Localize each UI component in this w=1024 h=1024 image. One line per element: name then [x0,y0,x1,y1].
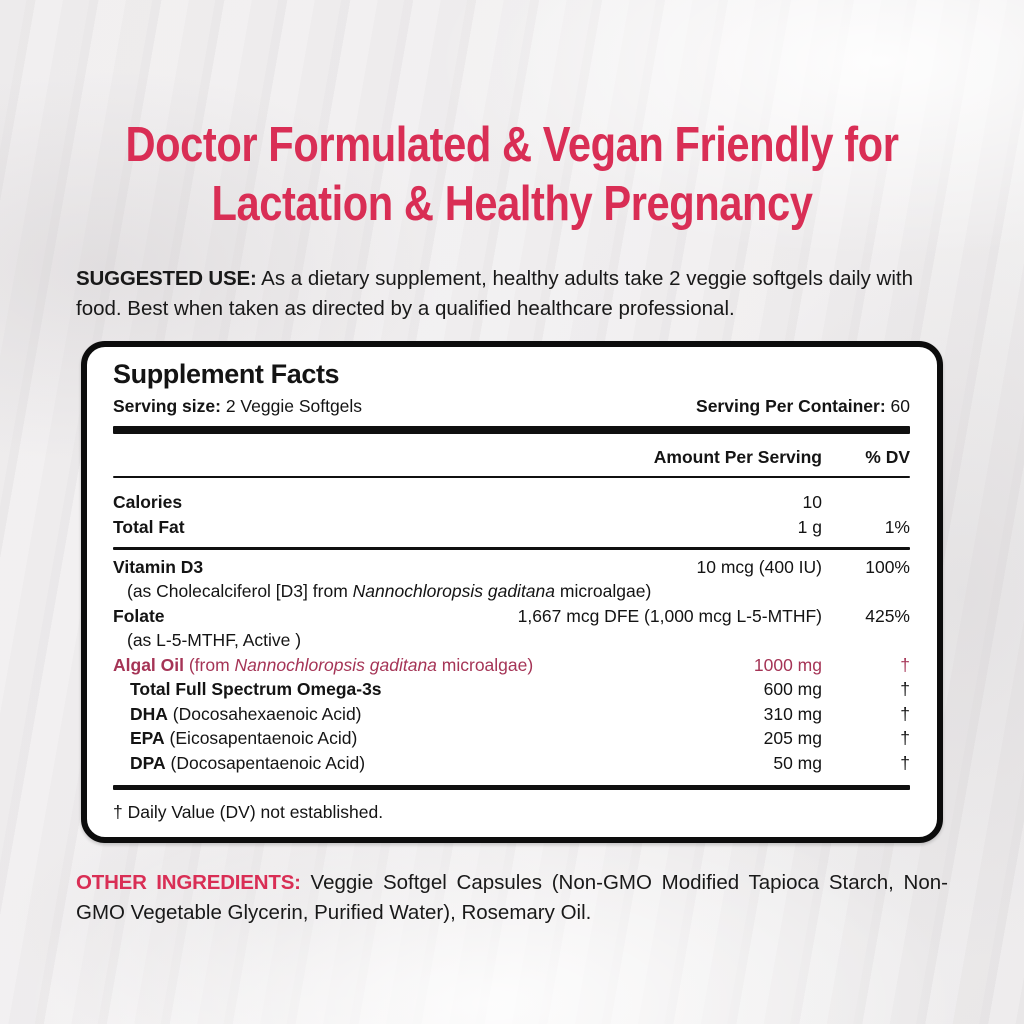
nutrient-dv: 425% [865,605,910,626]
column-header-row: Amount Per Serving % DV [113,434,910,476]
nutrient-amount: 1 g [797,516,822,537]
table-row-algal-oil: Algal Oil (from Nannochloropsis gaditana… [113,653,910,678]
nutrient-name: Algal Oil (from Nannochloropsis gaditana… [113,654,534,675]
nutrient-name: Folate [113,605,165,626]
other-ingredients-label: OTHER INGREDIENTS: [76,871,301,894]
nutrient-amount: 205 mg [763,728,822,748]
nutrient-amount: 600 mg [763,679,822,699]
table-row-epa: EPA (Eicosapentaenoic Acid) 205 mg † [113,726,910,751]
nutrient-name: Total Full Spectrum Omega-3s [130,679,382,699]
headline-line-1: Doctor Formulated & Vegan Friendly for [125,118,899,172]
nutrient-amount: 1000 mg [753,654,822,675]
table-row-calories: Calories 10 [113,490,910,515]
nutrient-name: Calories [113,492,183,512]
table-row-folate-source: (as L-5-MTHF, Active ) [127,630,302,650]
table-row-vitamin-d3-source: (as Cholecalciferol [D3] from Nannochlor… [127,581,652,601]
suggested-use-paragraph: SUGGESTED USE: As a dietary supplement, … [76,264,948,324]
nutrient-amount: 310 mg [763,703,822,724]
table-row-vitamin-d3: Vitamin D3 10 mcg (400 IU) 100% [113,555,910,580]
divider-medium [113,475,910,478]
divider-thick [113,426,910,434]
nutrient-name: Total Fat [113,516,185,537]
species-name: Nannochloropsis gaditana [352,581,556,601]
serving-info-row: Serving size: 2 Veggie Softgels Serving … [113,394,910,418]
nutrient-dv: † [900,654,910,675]
suggested-use-label: SUGGESTED USE: [76,267,257,290]
table-row-total-fat: Total Fat 1 g 1% [113,515,910,540]
table-row-folate: Folate 1,667 mcg DFE (1,000 mcg L-5-MTHF… [113,604,910,629]
nutrient-dv: † [900,703,910,724]
daily-value-footnote: † Daily Value (DV) not established. [113,802,384,822]
nutrient-dv: † [900,752,910,773]
column-header-amount: Amount Per Serving [653,447,822,467]
other-ingredients-text: Veggie Softgel Capsules (Non-GMO Modifie… [76,871,948,924]
servings-per-container-value: 60 [885,396,910,416]
nutrient-name: Vitamin D3 [113,556,204,577]
table-row-omega3s: Total Full Spectrum Omega-3s 600 mg † [113,677,910,702]
suggested-use-text: As a dietary supplement, healthy adults … [76,267,913,320]
nutrient-amount: 10 [802,492,822,512]
table-row-dha: DHA (Docosahexaenoic Acid) 310 mg † [113,702,910,727]
nutrient-amount: 10 mcg (400 IU) [696,556,822,577]
nutrient-name: DPA (Docosapentaenoic Acid) [130,752,366,773]
divider-medium [113,547,910,550]
serving-size: Serving size: 2 Veggie Softgels [113,394,362,418]
supplement-facts-title: Supplement Facts [113,359,340,389]
serving-size-label: Serving size: [113,396,221,416]
nutrient-name: EPA (Eicosapentaenoic Acid) [130,728,358,748]
species-name: Nannochloropsis gaditana [234,654,437,675]
nutrient-dv: † [900,679,910,699]
servings-per-container-label: Serving Per Container: [696,396,886,416]
serving-size-value: 2 Veggie Softgels [220,396,363,416]
nutrient-amount: 1,667 mcg DFE (1,000 mcg L-5-MTHF) [517,605,822,626]
headline: Doctor Formulated & Vegan Friendly for L… [0,0,1024,234]
nutrient-dv: † [900,728,910,748]
table-row-dpa: DPA (Docosapentaenoic Acid) 50 mg † [113,751,910,776]
nutrient-dv: 1% [884,516,910,537]
headline-line-2: Lactation & Healthy Pregnancy [211,177,813,231]
divider-thick-bottom [113,785,910,790]
other-ingredients-paragraph: OTHER INGREDIENTS: Veggie Softgel Capsul… [76,868,948,927]
supplement-facts-panel: Supplement Facts Serving size: 2 Veggie … [81,341,943,843]
nutrient-dv: 100% [865,556,910,577]
nutrient-amount: 50 mg [773,752,822,773]
servings-per-container: Serving Per Container: 60 [696,394,910,418]
column-header-dv: % DV [865,447,910,467]
nutrient-name: DHA (Docosahexaenoic Acid) [130,703,362,724]
